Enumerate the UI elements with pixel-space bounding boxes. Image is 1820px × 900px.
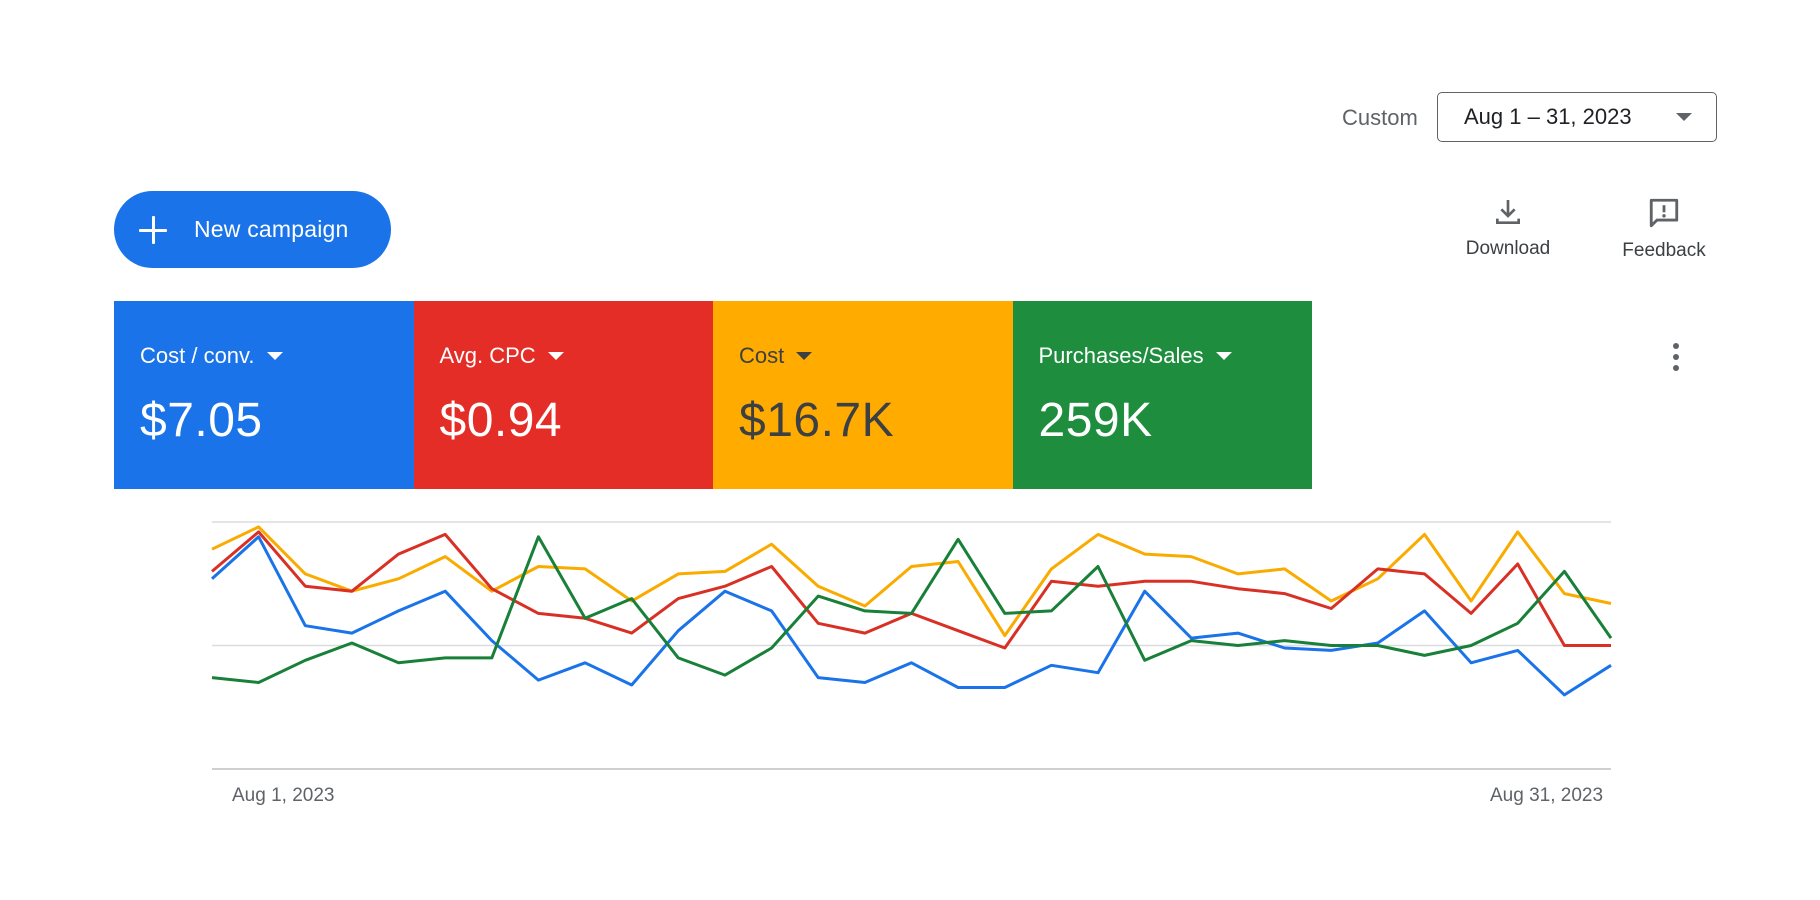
more-vert-icon (1673, 343, 1679, 349)
feedback-icon (1649, 198, 1679, 228)
download-label: Download (1465, 238, 1551, 259)
metric-value: 259K (1038, 394, 1153, 447)
x-axis-end-label: Aug 31, 2023 (1490, 785, 1604, 806)
date-range-label: Custom (1342, 105, 1418, 130)
date-range-dropdown[interactable]: Aug 1 – 31, 2023 (1437, 92, 1717, 142)
metric-cards: Cost / conv. $7.05 Avg. CPC $0.94 Cost $… (114, 301, 1312, 489)
chart-series-line-1 (211, 525, 1612, 638)
chevron-down-icon (547, 352, 564, 360)
download-icon (1496, 200, 1520, 224)
metric-card-cost-per-conv[interactable]: Cost / conv. $7.05 (114, 301, 414, 489)
new-campaign-button[interactable]: New campaign (114, 191, 391, 268)
metric-label: Cost (739, 343, 785, 368)
metric-card-cost[interactable]: Cost $16.7K (713, 301, 1013, 489)
feedback-label: Feedback (1622, 240, 1706, 261)
x-axis-start-label: Aug 1, 2023 (232, 785, 335, 806)
more-options-button[interactable] (1661, 343, 1691, 377)
plus-icon (138, 215, 168, 245)
metric-value: $16.7K (739, 394, 895, 447)
chevron-down-icon (266, 352, 283, 360)
new-campaign-label: New campaign (194, 216, 349, 242)
metric-card-purchases-sales[interactable]: Purchases/Sales 259K (1012, 301, 1312, 489)
chevron-down-icon (796, 352, 813, 360)
chevron-down-icon (1215, 352, 1232, 360)
chart-series-line-4 (211, 535, 1613, 684)
metric-label: Cost / conv. (140, 343, 255, 368)
metric-label: Purchases/Sales (1038, 343, 1204, 368)
metric-card-avg-cpc[interactable]: Avg. CPC $0.94 (413, 301, 713, 489)
chevron-down-icon (1676, 113, 1692, 121)
metric-value: $0.94 (439, 394, 563, 447)
feedback-button[interactable]: Feedback (1604, 196, 1724, 262)
download-button[interactable]: Download (1448, 196, 1568, 260)
metric-value: $7.05 (140, 394, 263, 447)
chart-series-line-2 (211, 530, 1611, 650)
metric-label: Avg. CPC (439, 343, 536, 368)
chart-series-line-3 (210, 535, 1612, 697)
date-range-value: Aug 1 – 31, 2023 (1464, 104, 1632, 129)
